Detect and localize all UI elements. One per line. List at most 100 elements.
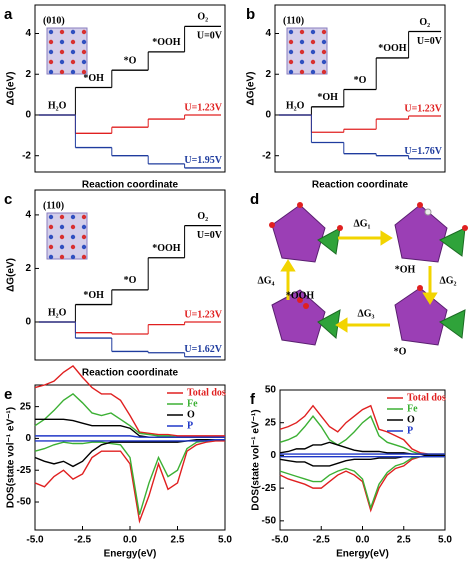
- y-axis-label: DOS(state vol⁻¹ eV⁻¹): [6, 407, 17, 508]
- x-axis-label: Reaction coordinate: [82, 180, 179, 191]
- legend-label: O: [187, 409, 195, 420]
- atom: [48, 49, 54, 55]
- atom: [288, 29, 294, 35]
- atom: [70, 224, 76, 230]
- step-label: *O: [124, 275, 137, 286]
- atom: [59, 29, 65, 35]
- y-tick-label: -25: [17, 465, 32, 476]
- atom: [48, 59, 54, 65]
- plot-frame: [34, 4, 226, 173]
- atom: [48, 244, 54, 250]
- step-label: O₂: [197, 12, 208, 23]
- state-label: *OH: [395, 264, 416, 275]
- atom: [81, 29, 87, 35]
- y-tick-label: 50: [265, 385, 277, 396]
- atom: [70, 244, 76, 250]
- y-axis-label: ΔG(eV): [246, 72, 257, 106]
- dos-line: [34, 438, 225, 468]
- dos-line: [35, 418, 225, 438]
- atom: [70, 234, 76, 240]
- y-tick-label: 2: [265, 69, 271, 80]
- atom: [310, 29, 316, 35]
- atom: [424, 208, 432, 216]
- atom: [81, 224, 87, 230]
- legend-label: P: [407, 425, 413, 436]
- y-tick-label: 0: [270, 450, 276, 461]
- atom: [297, 202, 303, 208]
- arrow-head: [380, 230, 393, 246]
- atom: [70, 69, 76, 75]
- x-tick-label: 0.0: [356, 535, 370, 546]
- atom: [81, 244, 87, 250]
- atom: [59, 214, 65, 220]
- atom: [288, 49, 294, 55]
- atom: [321, 59, 327, 65]
- atom: [70, 254, 76, 260]
- x-axis-label: Energy(eV): [104, 549, 157, 560]
- y-tick-label: 2: [25, 263, 31, 274]
- arrow-head: [422, 292, 438, 305]
- y-tick-label: 25: [20, 401, 32, 412]
- atom: [59, 254, 65, 260]
- dos-line: [34, 438, 225, 515]
- step-label: O₂: [197, 211, 208, 222]
- polyhedron: [271, 289, 326, 346]
- series-label: U=0V: [197, 230, 223, 241]
- panel-label: e: [4, 386, 12, 403]
- dos-line: [34, 440, 225, 524]
- series-label: U=1.23V: [184, 102, 222, 113]
- crystal: [286, 27, 328, 75]
- atom: [310, 69, 316, 75]
- x-tick-label: 0.0: [123, 535, 137, 546]
- cycle-arrows: [280, 230, 438, 333]
- atom: [48, 234, 54, 240]
- facet-label: (110): [43, 200, 64, 211]
- step-label: *OH: [83, 290, 104, 301]
- y-tick-label: 0: [25, 433, 31, 444]
- step-label: *O: [354, 75, 367, 86]
- atom: [59, 39, 65, 45]
- atom: [288, 69, 294, 75]
- arrow-head: [280, 259, 296, 272]
- atom: [59, 59, 65, 65]
- y-tick-label: -2: [262, 150, 271, 161]
- state-label: *OOH: [286, 290, 315, 301]
- x-tick-label: -5.0: [26, 535, 44, 546]
- step-label: O₂: [419, 17, 430, 28]
- panel-label: f: [250, 391, 256, 408]
- series-label: U=0V: [197, 31, 223, 42]
- step-label: ΔG₂: [439, 275, 456, 286]
- atom: [321, 69, 327, 75]
- atom: [81, 39, 87, 45]
- series-label: U=1.23V: [404, 103, 442, 114]
- atom: [48, 224, 54, 230]
- x-axis-label: Energy(eV): [336, 549, 389, 560]
- legend-label: Total dos: [187, 387, 226, 398]
- atom: [462, 225, 468, 231]
- series-label: U=0V: [417, 36, 443, 47]
- atom: [321, 49, 327, 55]
- polyhedron: [394, 204, 448, 263]
- step-label: *OH: [83, 73, 104, 84]
- y-tick-label: 0: [25, 110, 31, 121]
- atom: [81, 234, 87, 240]
- atom: [70, 214, 76, 220]
- atom: [417, 285, 423, 291]
- x-tick-label: 2.5: [171, 535, 185, 546]
- atom: [48, 69, 54, 75]
- plot-frame: [274, 4, 446, 173]
- dos-line: [279, 415, 445, 455]
- atom: [81, 254, 87, 260]
- polyhedron: [271, 204, 326, 263]
- atom: [59, 49, 65, 55]
- atom: [81, 49, 87, 55]
- crystal: [46, 212, 88, 260]
- atom: [81, 59, 87, 65]
- panel-label: b: [246, 6, 255, 23]
- atom: [310, 59, 316, 65]
- facet-label: (110): [283, 15, 304, 26]
- step-label: ΔG₄: [257, 275, 274, 286]
- dos-line: [35, 435, 225, 438]
- step-label: *OOH: [378, 43, 407, 54]
